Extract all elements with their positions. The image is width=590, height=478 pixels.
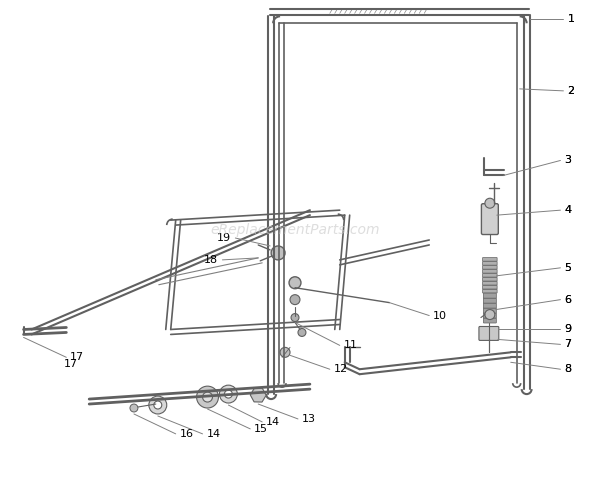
FancyBboxPatch shape [483,261,497,265]
FancyBboxPatch shape [483,293,496,298]
FancyBboxPatch shape [483,313,496,318]
Circle shape [298,328,306,337]
FancyBboxPatch shape [483,282,497,285]
FancyBboxPatch shape [483,277,497,281]
Circle shape [280,348,290,358]
Text: 6: 6 [565,294,572,304]
Circle shape [271,246,285,260]
Circle shape [149,396,167,414]
Circle shape [485,198,495,208]
Circle shape [202,392,212,402]
Text: 7: 7 [565,339,572,349]
Text: 8: 8 [565,364,572,374]
Text: 5: 5 [565,263,572,273]
Text: 19: 19 [217,233,231,243]
Text: 11: 11 [344,340,358,350]
FancyBboxPatch shape [483,303,496,308]
Text: 14: 14 [266,417,280,427]
FancyBboxPatch shape [483,285,497,289]
FancyBboxPatch shape [483,318,496,323]
Circle shape [219,385,237,403]
FancyBboxPatch shape [481,204,499,235]
Text: 15: 15 [254,424,268,434]
FancyBboxPatch shape [483,270,497,273]
Text: 18: 18 [204,255,218,265]
Circle shape [485,310,495,319]
Text: 7: 7 [565,339,572,349]
Text: 4: 4 [565,205,572,215]
Text: 6: 6 [565,294,572,304]
Circle shape [130,404,138,412]
FancyBboxPatch shape [483,273,497,277]
Text: eReplacementParts.com: eReplacementParts.com [210,223,380,237]
Text: 17: 17 [70,352,84,362]
FancyBboxPatch shape [483,258,497,261]
Circle shape [196,386,218,408]
Text: 1: 1 [568,14,575,24]
FancyBboxPatch shape [483,308,496,313]
Text: 14: 14 [206,429,221,439]
Text: 1: 1 [568,14,575,24]
FancyBboxPatch shape [483,298,496,303]
Text: 17: 17 [63,359,77,369]
Text: 5: 5 [565,263,572,273]
Text: 3: 3 [565,155,572,165]
Text: 9: 9 [565,325,572,335]
Circle shape [290,294,300,304]
Text: 4: 4 [565,205,572,215]
Text: 16: 16 [180,429,194,439]
Text: 10: 10 [433,311,447,321]
Circle shape [154,401,162,409]
Circle shape [291,314,299,322]
Text: 9: 9 [565,325,572,335]
FancyBboxPatch shape [483,289,497,293]
Text: 2: 2 [568,86,575,96]
Text: 3: 3 [565,155,572,165]
FancyBboxPatch shape [479,326,499,340]
Text: 2: 2 [568,86,575,96]
Text: 13: 13 [302,414,316,424]
Circle shape [289,277,301,289]
Circle shape [224,390,232,398]
FancyBboxPatch shape [483,266,497,269]
Text: 8: 8 [565,364,572,374]
Text: 12: 12 [334,364,348,374]
